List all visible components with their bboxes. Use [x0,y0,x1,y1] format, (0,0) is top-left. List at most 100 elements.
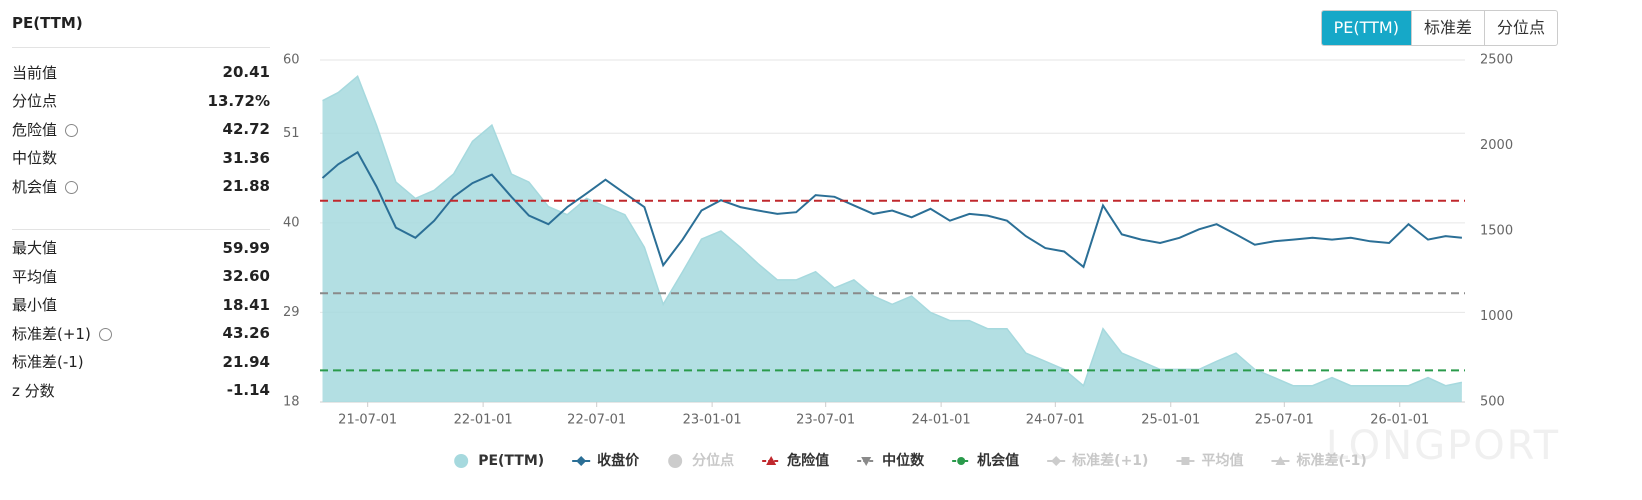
stat-name: 标准差(+1) [12,324,91,343]
watermark: LONGPORT [1326,423,1560,469]
stat-row: 当前值 20.41 [12,58,270,87]
stat-row: 分位点 13.72% [12,87,270,116]
legend-symbol [957,457,966,465]
legend-symbol [668,454,683,468]
stat-label: 标准差(+1) [12,323,112,344]
stat-row: 平均值 32.60 [12,262,270,291]
settings-icon[interactable] [65,180,79,194]
stat-label: 中位数 [12,147,57,168]
tab[interactable]: 标准差 [1410,11,1484,45]
legend-label: 机会值 [977,452,1019,469]
panel-title: PE(TTM) [12,14,270,48]
legend-item: 平均值 [1176,452,1243,469]
legend-symbol [1181,457,1190,465]
y2-tick-label: 1500 [1480,224,1513,239]
y-tick-label: 29 [283,305,300,320]
stat-label: 当前值 [12,62,57,83]
stat-value: 20.41 [222,63,270,82]
legend-symbol [861,457,872,466]
stat-label: 机会值 [12,176,79,197]
legend-item: 机会值 [952,452,1019,469]
stat-value: 21.88 [222,177,270,196]
stat-name: 当前值 [12,63,58,82]
stat-value: 21.94 [222,352,270,371]
price-line [321,150,1463,269]
pe-line [322,75,1463,387]
x-tick-label: 25-01-01 [1141,413,1200,428]
y-tick-label: 18 [283,395,300,410]
legend-item: 分位点 [668,452,734,469]
stat-label: 平均值 [12,266,57,287]
pe-area [322,76,1462,403]
stat-value: 32.60 [222,267,270,286]
stat-value: 13.72% [207,91,270,110]
stat-row: 标准差(+1) 43.26 [12,319,270,348]
legend-symbol [1275,456,1286,465]
legend-item: 危险值 [762,452,829,469]
stat-row: 标准差(-1) 21.94 [12,348,270,377]
legend-symbol [766,456,777,465]
stat-name: 中位数 [12,149,58,168]
x-tick-label: 23-01-01 [683,413,742,428]
legend: PE(TTM) 收盘价 分位点 危险值 中位数 机会值 标准差(+1) 平均值 标准差(-1) [454,452,1367,469]
x-tick-label: 26-01-01 [1370,413,1429,428]
legend-item: 标准差(-1) [1271,452,1367,469]
y-tick-label: 51 [283,126,300,141]
stat-name: 危险值 [12,120,58,139]
legend-item: 中位数 [857,452,925,469]
y2-tick-label: 500 [1480,395,1505,410]
stat-name: 标准差(-1) [12,353,84,372]
stat-row: 中位数 31.36 [12,144,270,173]
settings-icon[interactable] [98,327,112,341]
x-tick-label: 22-01-01 [454,413,513,428]
stats-group: 当前值 20.41 分位点 13.72% 危险值 42.72 中位数 31.36 机会值 21.8… [12,48,270,201]
stat-label: 分位点 [12,90,57,111]
legend-label: 分位点 [692,452,734,469]
legend-label: 收盘价 [597,452,640,469]
legend-symbol [576,456,587,466]
stat-row: z 分数 -1.14 [12,376,270,405]
y-tick-label: 40 [283,215,300,230]
settings-icon[interactable] [65,123,79,137]
stat-row: 危险值 42.72 [12,115,270,144]
stat-name: 机会值 [12,177,58,196]
stat-value: 18.41 [222,295,270,314]
legend-label: 危险值 [786,452,829,469]
legend-item: 收盘价 [572,452,640,469]
legend-label: 标准差(+1) [1071,452,1148,469]
stat-label: z 分数 [12,380,55,401]
stat-label: 最大值 [12,237,57,258]
tab-bar: PE(TTM) 标准差 分位点 [1320,10,1558,46]
stat-name: 分位点 [12,92,58,111]
tab[interactable]: PE(TTM) [1321,11,1411,45]
stat-name: 最大值 [12,239,58,258]
stat-value: 42.72 [222,120,270,139]
stat-value: -1.14 [226,381,270,400]
stats-panel: PE(TTM) 当前值 20.41 分位点 13.72% 危险值 42.72 中位数 31.3… [12,14,270,405]
y2-tick-label: 2500 [1480,53,1513,68]
y2-tick-label: 1000 [1480,309,1513,324]
stat-name: 最小值 [12,296,58,315]
stat-label: 最小值 [12,294,57,315]
legend-label: 平均值 [1201,452,1243,469]
legend-symbol [454,454,469,468]
stat-row: 最大值 59.99 [12,234,270,263]
tab[interactable]: 分位点 [1483,11,1557,45]
stat-label: 危险值 [12,119,79,140]
x-tick-label: 23-07-01 [796,413,855,428]
y2-tick-label: 2000 [1480,138,1513,153]
stat-value: 59.99 [222,238,270,257]
x-tick-label: 21-07-01 [338,413,397,428]
stat-value: 43.26 [222,324,270,343]
stat-name: z 分数 [12,381,55,400]
stats-group: 最大值 59.99 平均值 32.60 最小值 18.41 标准差(+1) 43.26 标准差(… [12,228,270,405]
stat-row: 最小值 18.41 [12,291,270,320]
stat-label: 标准差(-1) [12,351,84,372]
legend-label: 中位数 [882,452,925,469]
stat-name: 平均值 [12,267,58,286]
y-tick-label: 60 [283,53,300,68]
legend-item: PE(TTM) [454,453,544,469]
legend-label: 标准差(-1) [1295,452,1366,469]
